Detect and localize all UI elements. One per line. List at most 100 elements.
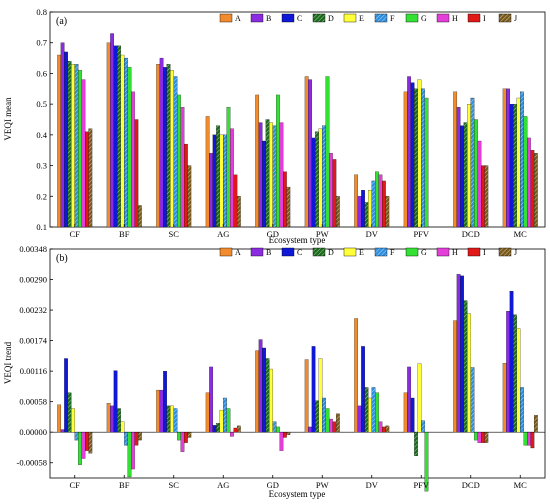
panel-b-bar-pfv-e [417, 363, 422, 433]
panel-a-legend-label-b: B [266, 14, 271, 23]
panel-a-legend: A B C D E F G H I J [219, 13, 517, 23]
panel-a-bar-bf-a [106, 42, 111, 228]
panel-b-legend-label-d: D [328, 248, 334, 257]
panel-a-bar-dv-f [371, 180, 376, 228]
panel-b-x-tick-label-ag: AG [217, 480, 229, 490]
panel-b-bar-dv-e [368, 397, 372, 433]
panel-a-bar-dv-e [368, 190, 372, 228]
panel-b-legend-swatch-h [436, 247, 450, 257]
panel-a-bar-dv-d [364, 202, 369, 228]
panel-b-bar-sc-d [166, 405, 171, 433]
panel-b-veqi-trend: (b) -0.00058 0.00000 0.00058 0.00116 0.00174… [3, 244, 546, 499]
panel-a-bar-dv-b [357, 196, 362, 228]
panel-b-bar-dv-f [371, 387, 376, 433]
panel-a-legend-swatch-c [281, 13, 295, 23]
panel-a-bar-sc-g [177, 94, 181, 228]
panel-a-bar-pw-d [315, 131, 319, 228]
panel-a-bar-cf-h [81, 79, 86, 228]
panel-b-legend-label-i: I [483, 248, 486, 257]
panel-a-bar-ag-h [230, 128, 234, 228]
panel-a-legend-swatch-j [498, 13, 512, 23]
panel-a-bar-ag-f [223, 134, 227, 228]
panel-a-bar-gd-d [265, 119, 270, 228]
panel-b-legend-label-f: F [390, 248, 395, 257]
panel-a-bar-bf-i [134, 119, 139, 228]
panel-b-legend-label-g: G [421, 248, 427, 257]
panel-b-bar-cf-d [67, 392, 72, 433]
panel-b-bar-cf-j [88, 432, 93, 454]
panel-b-bar-pw-a [304, 359, 309, 433]
panel-b-y-tick-label: -0.00058 [17, 458, 47, 468]
panel-b-y-tick-label: 0.00290 [19, 275, 47, 285]
panel-a-bar-sc-e [170, 70, 174, 228]
panel-a-legend-label-f: F [390, 14, 395, 23]
panel-a-bar-pfv-g [424, 97, 429, 228]
panel-a-bar-mc-e [516, 97, 521, 228]
panel-b-bar-bf-j [137, 432, 142, 441]
panel-b-bar-ag-g [226, 408, 231, 433]
panel-b-legend-label-a: A [235, 248, 241, 257]
panel-b-x-tick-label-cf: CF [70, 480, 81, 490]
panel-b-bar-dv-j [385, 425, 390, 433]
panel-a-bar-pw-j [335, 196, 340, 228]
panel-b-bar-dv-g [375, 392, 379, 433]
panel-b-bar-mc-b [506, 310, 510, 433]
panel-b-legend-swatch-d [312, 247, 326, 257]
panel-b-bar-gd-g [276, 426, 280, 433]
panel-a-bar-pfv-c [410, 82, 415, 228]
panel-b-bar-ag-c [212, 425, 217, 433]
panel-a-bar-pw-f [322, 125, 326, 228]
panel-a-frame [49, 11, 546, 228]
panel-b-bar-dcd-f [470, 367, 475, 433]
panel-a-bar-bf-g [127, 67, 132, 228]
panel-b-bar-dcd-j [484, 432, 489, 443]
panel-b-bar-dcd-i [481, 432, 485, 443]
panel-a-bars [57, 33, 538, 228]
panel-a-bar-mc-c [509, 104, 514, 228]
panel-b-bar-sc-b [159, 389, 164, 433]
panel-a-bar-mc-b [506, 88, 510, 228]
panel-b-y-tick-label: 0.00058 [19, 397, 47, 407]
panel-a-bar-pfv-e [417, 79, 422, 228]
panel-a-bar-mc-i [530, 150, 535, 228]
panel-b-bar-dcd-d [463, 300, 468, 433]
panel-b-bar-mc-h [527, 432, 531, 446]
panel-a-y-tick-label: 0.3 [36, 161, 47, 171]
panel-a-bar-dv-g [375, 171, 379, 228]
panel-a-bar-bf-e [120, 54, 125, 228]
panel-a-bar-sc-c [163, 67, 167, 228]
panel-b-bar-dv-a [354, 318, 359, 433]
panel-a-bar-dcd-a [453, 91, 458, 228]
panel-b-legend: A B C D E F G H I J [219, 247, 517, 257]
panel-a-legend-swatch-d [312, 13, 326, 23]
panel-a-y-axis: 0.1 0.2 0.3 0.4 0.5 0.6 0.7 0.8 [36, 7, 53, 232]
panel-a-y-tick-label: 0.1 [36, 222, 47, 232]
panel-b-bar-pw-e [318, 358, 323, 433]
panel-a-bar-dcd-d [463, 122, 468, 228]
panel-a-bar-gd-g [276, 94, 280, 228]
panel-a-bar-bf-f [124, 57, 128, 228]
panel-a-bar-cf-f [74, 64, 79, 228]
panel-a-bar-dcd-j [484, 165, 489, 228]
panel-a-bar-pw-i [332, 159, 337, 228]
panel-a-legend-swatch-f [374, 13, 388, 23]
panel-a-bar-bf-c [113, 45, 118, 228]
panel-a-bar-cf-a [57, 54, 62, 228]
panel-a-bar-ag-j [236, 196, 241, 228]
panel-a-bar-ag-c [212, 134, 217, 228]
panel-a-x-axis: CF BF SC AG GD PW DV PFV DCD MC [70, 224, 527, 239]
panel-b-frame [49, 248, 546, 479]
panel-b-bar-pw-b [308, 426, 312, 433]
panel-a-bar-cf-d [67, 61, 72, 228]
panel-a-x-tick-label-gd: GD [267, 229, 279, 239]
panel-b-bar-pw-d [315, 400, 319, 433]
panel-b-bar-sc-g [177, 432, 181, 441]
panel-a-bar-pw-h [329, 153, 333, 228]
panel-b-bar-sc-h [180, 432, 185, 452]
panel-b-bar-dcd-e [467, 313, 471, 433]
panel-b-bar-cf-h [81, 432, 86, 459]
panel-b-y-tick-label: 0.00348 [19, 244, 47, 254]
panel-a-bar-gd-i [283, 171, 287, 228]
panel-b-bar-mc-f [520, 387, 524, 433]
panel-b-x-tick-label-dcd: DCD [462, 480, 480, 490]
